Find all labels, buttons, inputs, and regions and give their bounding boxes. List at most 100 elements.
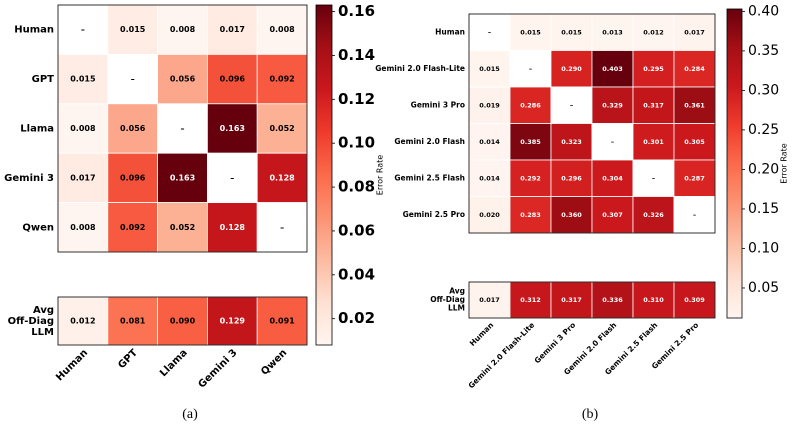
cell-label: 0.336 — [602, 296, 623, 304]
heatmap-frame — [57, 4, 308, 253]
cell-label: 0.008 — [70, 223, 96, 232]
colorbar-tick-label: 0.40 — [748, 3, 779, 19]
cell-label: 0.092 — [269, 75, 294, 84]
cell-label: 0.019 — [479, 101, 500, 109]
x-tick-label: Human — [468, 320, 495, 347]
cell-label: 0.017 — [479, 296, 500, 304]
y-tick-label: Gemini 3 — [4, 173, 54, 184]
cell — [57, 202, 109, 253]
colorbar-tick-label: 0.20 — [748, 161, 779, 177]
colorbar-tick-label: 0.10 — [748, 240, 779, 256]
cell — [591, 196, 634, 234]
summary-cell — [509, 281, 552, 319]
cell-label: 0.292 — [520, 174, 541, 182]
cell-label: 0.310 — [643, 296, 664, 304]
cell-label: 0.295 — [643, 65, 664, 73]
cell-label: – — [611, 138, 614, 146]
cell-label: 0.014 — [479, 174, 500, 182]
cell-label: 0.015 — [561, 28, 582, 36]
diagonal-cell — [468, 13, 511, 51]
cell — [256, 54, 308, 105]
cell — [632, 123, 675, 161]
cell-label: – — [131, 75, 135, 84]
summary-label: LLM — [31, 327, 54, 338]
colorbar-tick-label: 0.05 — [748, 280, 779, 296]
cell-label: 0.307 — [602, 211, 623, 219]
diagonal-cell — [57, 4, 109, 55]
cell — [509, 86, 552, 124]
diagonal-cell — [591, 123, 634, 161]
y-tick-label: Llama — [20, 124, 54, 135]
cell-label: 0.017 — [684, 28, 705, 36]
x-tick-label: Gemini 3 — [197, 347, 240, 390]
cell-label: 0.323 — [561, 138, 582, 146]
cell-label: 0.312 — [520, 296, 541, 304]
cell — [468, 123, 511, 161]
cell-label: – — [529, 65, 532, 73]
cell — [256, 152, 308, 203]
y-tick-label: Gemini 3 Pro — [411, 100, 465, 109]
cell — [509, 196, 552, 234]
y-tick-label: Gemini 2.0 Flash-Lite — [375, 64, 465, 73]
summary-label: Off-Diag — [8, 316, 54, 327]
cell-label: 0.287 — [684, 174, 705, 182]
colorbar-tick-label: 0.06 — [338, 221, 375, 239]
cell-label: – — [693, 211, 696, 219]
cell-label: 0.326 — [643, 211, 664, 219]
summary-frame — [468, 281, 716, 319]
colorbar — [315, 4, 333, 346]
colorbar-label: Error Rate — [376, 155, 385, 195]
cell-label: 0.014 — [479, 138, 500, 146]
cell — [157, 152, 208, 203]
cell — [206, 103, 258, 154]
cell-label: 0.008 — [269, 25, 295, 34]
colorbar-tick-label: 0.04 — [338, 265, 375, 283]
cell — [550, 13, 593, 51]
colorbar-label: Error Rate — [780, 143, 789, 183]
cell-label: 0.015 — [120, 25, 146, 34]
x-tick-label: GPT — [116, 347, 140, 371]
diagonal-cell — [256, 202, 308, 253]
colorbar — [726, 8, 743, 319]
x-tick-label: Human — [54, 347, 90, 383]
y-tick-label: Gemini 2.5 Pro — [403, 210, 465, 219]
cell — [591, 50, 634, 88]
cell-label: 0.128 — [269, 173, 295, 182]
cell-label: 0.052 — [269, 124, 294, 133]
cell-label: 0.056 — [170, 75, 196, 84]
y-tick-label: Gemini 2.0 Flash — [394, 137, 465, 146]
cell-label: 0.296 — [561, 174, 582, 182]
cell-label: 0.012 — [70, 317, 95, 326]
cell — [550, 123, 593, 161]
y-tick-label: Human — [14, 25, 54, 36]
cell — [591, 86, 634, 124]
cell-label: 0.317 — [643, 101, 664, 109]
cell-label: – — [652, 174, 655, 182]
cell — [591, 159, 634, 197]
x-tick-label: Qwen — [259, 347, 289, 377]
colorbar-tick-label: 0.25 — [748, 122, 779, 138]
cell-label: 0.096 — [220, 75, 246, 84]
cell-label: 0.163 — [170, 173, 195, 182]
summary-cell — [107, 296, 159, 346]
cell-label: 0.361 — [684, 101, 705, 109]
summary-label: LLM — [448, 304, 465, 313]
cell-label: 0.301 — [643, 138, 664, 146]
cell-label: 0.092 — [120, 223, 145, 232]
cell-label: 0.360 — [561, 211, 582, 219]
cell-label: 0.283 — [520, 211, 541, 219]
cell — [673, 123, 716, 161]
summary-label: Avg — [33, 305, 54, 316]
colorbar-tick-label: 0.08 — [338, 178, 375, 196]
cell-label: 0.017 — [220, 25, 245, 34]
diagonal-cell — [206, 152, 258, 203]
colorbar-tick-label: 0.35 — [748, 43, 779, 59]
cell-label: – — [280, 223, 284, 232]
cell — [468, 196, 511, 234]
x-tick-label: Gemini 3 Pro — [533, 320, 578, 365]
cell-label: 0.290 — [561, 65, 582, 73]
cell-label: 0.128 — [220, 223, 246, 232]
cell — [673, 50, 716, 88]
colorbar-tick-label: 0.30 — [748, 82, 779, 98]
